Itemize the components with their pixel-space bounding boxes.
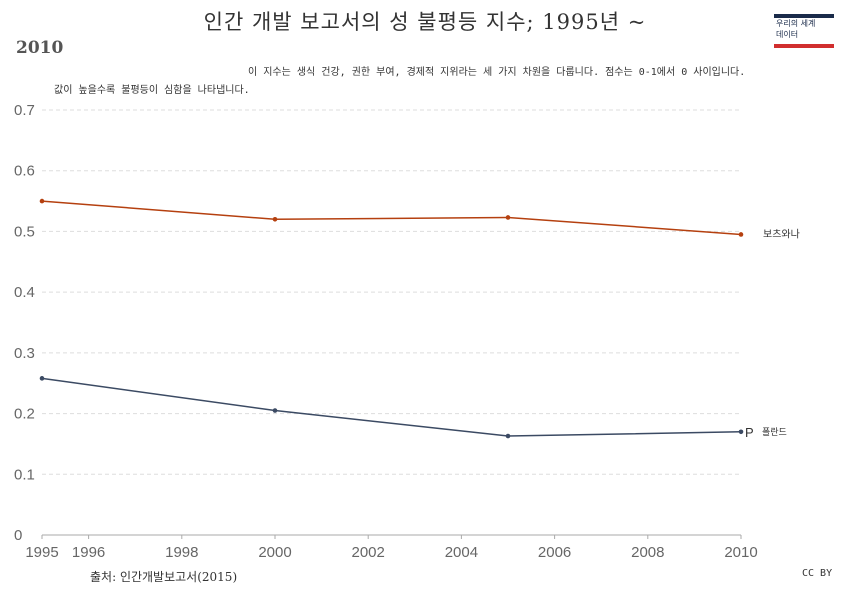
owid-logo[interactable]: 우리의 세계 데이터	[774, 14, 834, 48]
x-tick-label: 2008	[631, 544, 664, 561]
logo-text-line2: 데이터	[776, 30, 799, 39]
y-tick-label: 0.3	[14, 345, 35, 362]
data-point	[738, 429, 744, 435]
series-label: 폴란드	[762, 426, 787, 438]
x-tick-label: 1995	[25, 544, 58, 561]
source-note[interactable]: 출처: 인간개발보고서(2015)	[90, 570, 238, 584]
data-point	[272, 408, 278, 413]
x-tick-label: 2004	[445, 544, 478, 561]
data-point	[505, 433, 511, 439]
chart-title: 인간 개발 보고서의 성 불평등 지수; 1995년 ~	[203, 10, 647, 34]
data-point	[738, 232, 744, 237]
y-tick-label: 0.5	[14, 223, 35, 240]
y-tick-label: 0.6	[14, 163, 35, 180]
x-tick-label: 2010	[724, 544, 757, 561]
series-label: 보츠와나	[763, 228, 800, 240]
y-tick-label: 0	[14, 527, 22, 544]
data-point	[272, 216, 278, 222]
data-point	[505, 215, 511, 220]
chart-subtitle-line1: 이 지수는 생식 건강, 권한 부여, 경제적 지위라는 세 가지 차원을 다룹…	[248, 67, 746, 78]
series-line	[41, 200, 742, 236]
data-point	[39, 376, 45, 381]
license-link[interactable]: CC BY	[802, 568, 833, 579]
chart-subtitle-line2: 값이 높을수록 불평등이 심함을 나타냅니다.	[54, 85, 250, 96]
series-end-marker: P	[745, 425, 754, 440]
series-line	[41, 377, 742, 437]
x-tick-label: 2000	[258, 544, 291, 561]
y-tick-label: 0.1	[14, 466, 35, 483]
x-tick-label: 2002	[352, 544, 385, 561]
x-tick-label: 1996	[72, 544, 105, 561]
data-point	[39, 198, 45, 204]
chart-title-continued: 2010	[16, 38, 64, 58]
x-tick-label: 1998	[165, 544, 198, 561]
y-tick-label: 0.4	[14, 284, 35, 301]
logo-text-line1: 우리의 세계	[776, 19, 816, 28]
y-tick-label: 0.7	[14, 102, 35, 119]
y-tick-label: 0.2	[14, 406, 35, 423]
x-tick-label: 2006	[538, 544, 571, 561]
